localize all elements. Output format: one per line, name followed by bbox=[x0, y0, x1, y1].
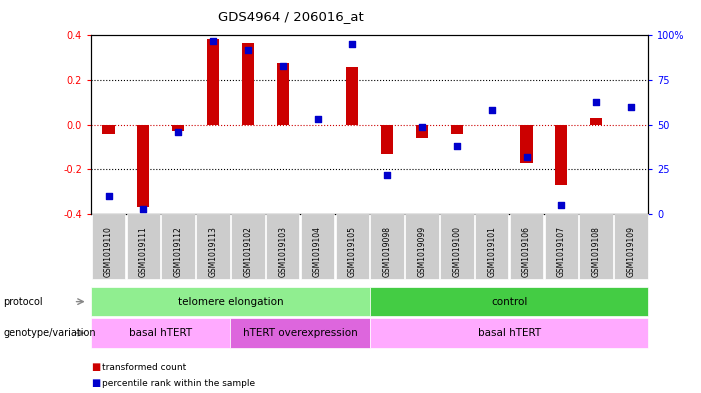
Bar bbox=[416, 125, 428, 138]
Text: percentile rank within the sample: percentile rank within the sample bbox=[102, 379, 254, 387]
Point bbox=[590, 98, 601, 105]
Point bbox=[172, 129, 184, 135]
Bar bbox=[242, 43, 254, 125]
Bar bbox=[137, 125, 149, 208]
Bar bbox=[381, 125, 393, 154]
Text: GSM1019101: GSM1019101 bbox=[487, 226, 496, 277]
Text: GSM1019105: GSM1019105 bbox=[348, 226, 357, 277]
Bar bbox=[207, 39, 219, 125]
Point bbox=[138, 206, 149, 212]
Text: GSM1019112: GSM1019112 bbox=[174, 226, 183, 277]
Text: GSM1019100: GSM1019100 bbox=[452, 226, 461, 277]
Text: GSM1019111: GSM1019111 bbox=[139, 226, 148, 277]
Text: GSM1019104: GSM1019104 bbox=[313, 226, 322, 277]
Text: genotype/variation: genotype/variation bbox=[4, 328, 96, 338]
Text: transformed count: transformed count bbox=[102, 363, 186, 372]
Bar bbox=[520, 125, 533, 163]
Text: protocol: protocol bbox=[4, 297, 43, 307]
Text: GSM1019110: GSM1019110 bbox=[104, 226, 113, 277]
Text: GSM1019098: GSM1019098 bbox=[383, 226, 392, 277]
Text: control: control bbox=[491, 297, 527, 307]
Point bbox=[486, 107, 497, 114]
Text: ■: ■ bbox=[91, 378, 100, 388]
Point bbox=[243, 46, 254, 53]
Text: GSM1019107: GSM1019107 bbox=[557, 226, 566, 277]
Point bbox=[521, 154, 532, 160]
Point bbox=[103, 193, 114, 199]
Text: GSM1019113: GSM1019113 bbox=[208, 226, 217, 277]
Bar bbox=[346, 67, 358, 125]
Text: GSM1019103: GSM1019103 bbox=[278, 226, 287, 277]
Text: GSM1019106: GSM1019106 bbox=[522, 226, 531, 277]
Text: GSM1019099: GSM1019099 bbox=[418, 226, 426, 277]
Point bbox=[451, 143, 463, 149]
Text: GSM1019108: GSM1019108 bbox=[592, 226, 601, 277]
Bar bbox=[102, 125, 115, 134]
Point bbox=[207, 38, 219, 44]
Bar bbox=[172, 125, 184, 132]
Text: GSM1019109: GSM1019109 bbox=[627, 226, 636, 277]
Point bbox=[625, 104, 637, 110]
Bar bbox=[451, 125, 463, 134]
Point bbox=[381, 172, 393, 178]
Text: GSM1019102: GSM1019102 bbox=[243, 226, 252, 277]
Point bbox=[277, 62, 288, 69]
Text: hTERT overexpression: hTERT overexpression bbox=[243, 328, 358, 338]
Text: GDS4964 / 206016_at: GDS4964 / 206016_at bbox=[218, 10, 364, 23]
Bar bbox=[277, 63, 289, 125]
Bar bbox=[555, 125, 567, 185]
Point bbox=[312, 116, 323, 123]
Text: ■: ■ bbox=[91, 362, 100, 373]
Text: basal hTERT: basal hTERT bbox=[477, 328, 540, 338]
Point bbox=[416, 123, 428, 130]
Point bbox=[347, 41, 358, 48]
Text: telomere elongation: telomere elongation bbox=[177, 297, 283, 307]
Text: basal hTERT: basal hTERT bbox=[129, 328, 192, 338]
Bar bbox=[590, 118, 602, 125]
Point bbox=[556, 202, 567, 208]
